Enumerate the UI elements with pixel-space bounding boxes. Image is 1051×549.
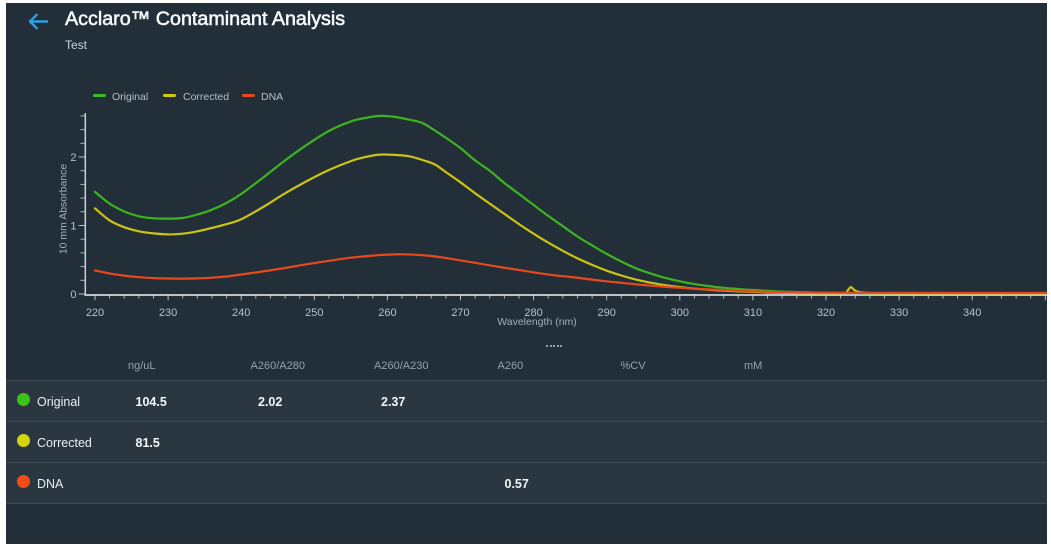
svg-text:220: 220 bbox=[86, 307, 104, 319]
svg-text:300: 300 bbox=[671, 307, 689, 319]
svg-text:2: 2 bbox=[70, 152, 76, 164]
svg-text:230: 230 bbox=[159, 307, 177, 319]
svg-text:240: 240 bbox=[232, 307, 250, 319]
svg-text:260: 260 bbox=[378, 307, 396, 319]
svg-text:340: 340 bbox=[963, 307, 981, 319]
svg-text:290: 290 bbox=[598, 307, 616, 319]
svg-text:330: 330 bbox=[890, 307, 908, 319]
svg-text:0: 0 bbox=[70, 289, 76, 301]
svg-text:250: 250 bbox=[305, 307, 323, 319]
svg-text:280: 280 bbox=[524, 307, 542, 319]
svg-text:320: 320 bbox=[817, 307, 835, 319]
svg-text:Wavelength (nm): Wavelength (nm) bbox=[497, 316, 577, 328]
svg-text:10 mm Absorbance: 10 mm Absorbance bbox=[58, 164, 70, 255]
svg-text:310: 310 bbox=[744, 307, 762, 319]
svg-text:1: 1 bbox=[70, 221, 76, 233]
svg-text:270: 270 bbox=[451, 307, 469, 319]
